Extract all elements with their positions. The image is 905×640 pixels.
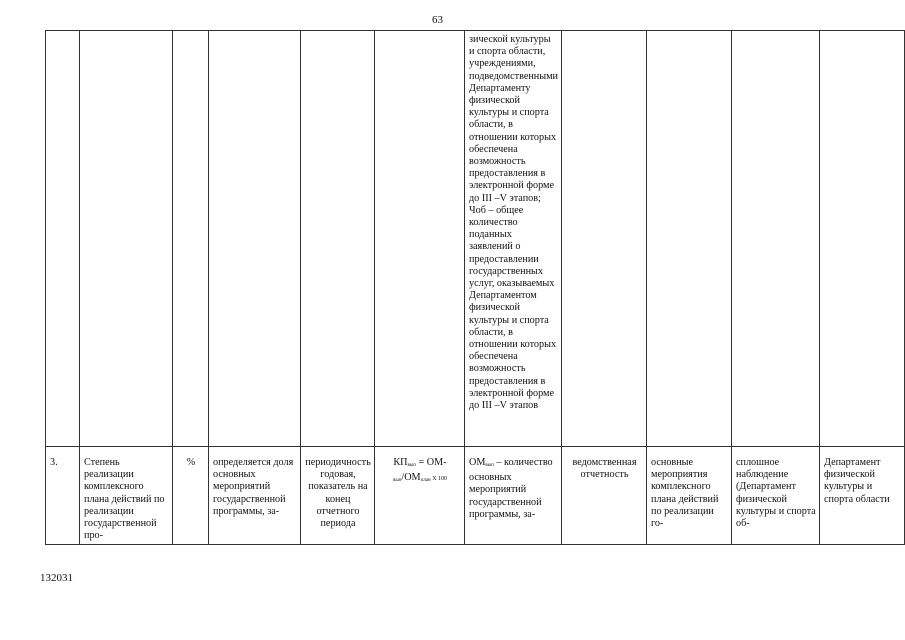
indicator-table: зической культуры и спорта области, учре… (45, 30, 905, 546)
definition: определяется доля основных мероприятий г… (208, 445, 301, 546)
formula: КПвып = ОМ-вып/ОМплан Х 100 (374, 445, 465, 546)
footer-code: 132031 (40, 572, 73, 584)
formula-description: ОМвып – количество основных мероприятий … (464, 445, 562, 546)
page-number: 63 (432, 14, 443, 26)
collection-method: сплошное наблюдение (Департамент физичес… (731, 445, 820, 546)
observation-object: основные мероприятия комплексного плана … (646, 445, 732, 546)
data-source: ведомственная отчетность (561, 445, 647, 546)
description-text: зической культуры и спорта области, учре… (469, 34, 558, 204)
unit: % (172, 445, 209, 546)
description-text-2: Чоб – общее количество поданных заявлени… (469, 204, 557, 412)
indicator-name: Степень реализации комплексного плана де… (79, 445, 173, 546)
responsible: Департамент физической культуры и спорта… (819, 445, 905, 546)
periodicity: периодичность годовая, показатель на кон… (300, 445, 375, 546)
formula-description-cell: зической культуры и спорта области, учре… (464, 30, 562, 447)
table-row: 3. Степень реализации комплексного плана… (45, 445, 905, 546)
row-number: 3. (45, 445, 80, 546)
continued-row: зической культуры и спорта области, учре… (45, 30, 905, 447)
